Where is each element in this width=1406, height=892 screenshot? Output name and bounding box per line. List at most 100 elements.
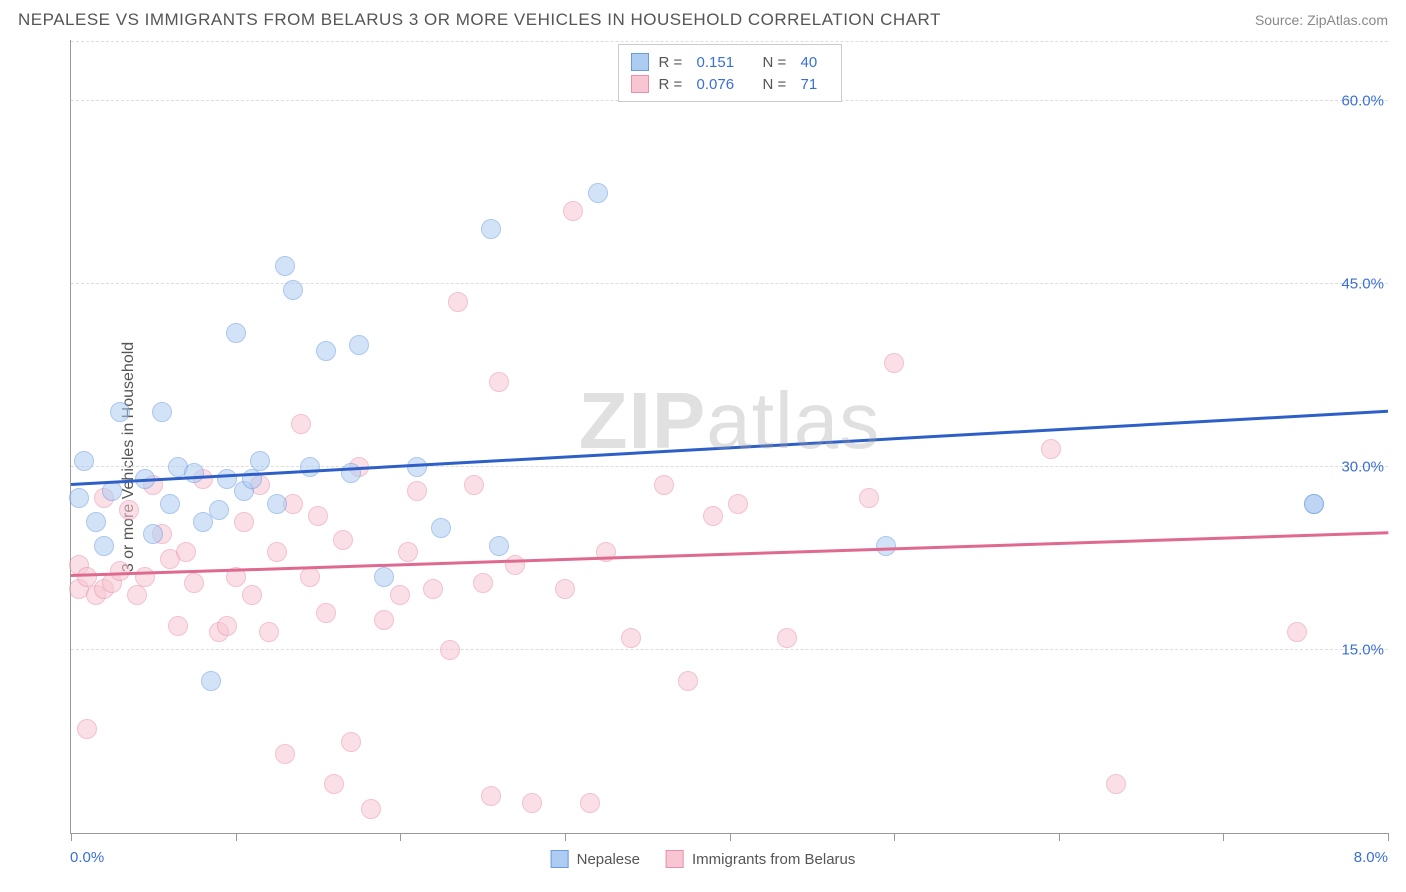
- y-tick-label: 45.0%: [1341, 276, 1384, 293]
- data-point: [448, 292, 468, 312]
- data-point: [390, 585, 410, 605]
- data-point: [184, 463, 204, 483]
- data-point: [226, 323, 246, 343]
- data-point: [580, 793, 600, 813]
- data-point: [423, 579, 443, 599]
- n-value: 40: [801, 54, 829, 71]
- data-point: [300, 567, 320, 587]
- data-point: [119, 500, 139, 520]
- data-point: [333, 530, 353, 550]
- legend-item: Nepalese: [551, 850, 640, 868]
- y-tick-label: 30.0%: [1341, 459, 1384, 476]
- data-point: [135, 567, 155, 587]
- data-point: [77, 719, 97, 739]
- legend-row: R = 0.076 N = 71: [631, 73, 829, 95]
- legend-label: Immigrants from Belarus: [692, 851, 855, 868]
- data-point: [267, 494, 287, 514]
- data-point: [201, 671, 221, 691]
- data-point: [431, 518, 451, 538]
- data-point: [489, 536, 509, 556]
- plot-region: ZIPatlas R =0.151N =40R =0.076N =71 15.0…: [70, 40, 1388, 834]
- data-point: [209, 500, 229, 520]
- data-point: [361, 799, 381, 819]
- data-point: [110, 402, 130, 422]
- data-point: [407, 457, 427, 477]
- n-value: 71: [801, 76, 829, 93]
- data-point: [505, 555, 525, 575]
- data-point: [168, 616, 188, 636]
- data-point: [102, 481, 122, 501]
- r-value: 0.076: [697, 76, 753, 93]
- legend-swatch: [666, 850, 684, 868]
- data-point: [481, 786, 501, 806]
- legend-row: R = 0.151 N = 40: [631, 51, 829, 73]
- data-point: [275, 744, 295, 764]
- data-point: [859, 488, 879, 508]
- data-point: [1041, 439, 1061, 459]
- trend-line: [71, 410, 1388, 486]
- gridline: [71, 41, 1388, 42]
- data-point: [143, 524, 163, 544]
- x-tick: [1223, 833, 1224, 841]
- legend-label: Nepalese: [577, 851, 640, 868]
- chart-header: NEPALESE VS IMMIGRANTS FROM BELARUS 3 OR…: [0, 0, 1406, 36]
- r-value: 0.151: [697, 54, 753, 71]
- y-tick-label: 15.0%: [1341, 642, 1384, 659]
- data-point: [621, 628, 641, 648]
- r-label: R =: [659, 54, 687, 71]
- data-point: [74, 451, 94, 471]
- chart-title: NEPALESE VS IMMIGRANTS FROM BELARUS 3 OR…: [18, 10, 941, 30]
- data-point: [884, 353, 904, 373]
- x-tick: [236, 833, 237, 841]
- data-point: [563, 201, 583, 221]
- x-tick: [1388, 833, 1389, 841]
- data-point: [1304, 494, 1324, 514]
- legend-swatch: [631, 53, 649, 71]
- x-tick: [730, 833, 731, 841]
- data-point: [316, 341, 336, 361]
- data-point: [291, 414, 311, 434]
- chart-area: 3 or more Vehicles in Household ZIPatlas…: [18, 40, 1388, 874]
- x-tick: [565, 833, 566, 841]
- data-point: [250, 451, 270, 471]
- data-point: [876, 536, 896, 556]
- data-point: [349, 335, 369, 355]
- data-point: [481, 219, 501, 239]
- data-point: [275, 256, 295, 276]
- data-point: [176, 542, 196, 562]
- data-point: [86, 512, 106, 532]
- data-point: [473, 573, 493, 593]
- data-point: [398, 542, 418, 562]
- data-point: [555, 579, 575, 599]
- data-point: [127, 585, 147, 605]
- data-point: [654, 475, 674, 495]
- data-point: [728, 494, 748, 514]
- x-tick: [400, 833, 401, 841]
- gridline: [71, 283, 1388, 284]
- data-point: [374, 610, 394, 630]
- r-label: R =: [659, 76, 687, 93]
- n-label: N =: [763, 54, 791, 71]
- y-tick-label: 60.0%: [1341, 93, 1384, 110]
- data-point: [489, 372, 509, 392]
- data-point: [184, 573, 204, 593]
- legend-item: Immigrants from Belarus: [666, 850, 855, 868]
- data-point: [110, 561, 130, 581]
- gridline: [71, 649, 1388, 650]
- data-point: [152, 402, 172, 422]
- data-point: [300, 457, 320, 477]
- data-point: [678, 671, 698, 691]
- data-point: [283, 280, 303, 300]
- legend-swatch: [551, 850, 569, 868]
- data-point: [242, 585, 262, 605]
- x-tick: [1059, 833, 1060, 841]
- legend-correlation: R = 0.151 N = 40 R = 0.076 N = 71: [618, 44, 842, 102]
- data-point: [703, 506, 723, 526]
- data-point: [777, 628, 797, 648]
- data-point: [1106, 774, 1126, 794]
- n-label: N =: [763, 76, 791, 93]
- data-point: [407, 481, 427, 501]
- data-point: [341, 732, 361, 752]
- data-point: [374, 567, 394, 587]
- data-point: [217, 616, 237, 636]
